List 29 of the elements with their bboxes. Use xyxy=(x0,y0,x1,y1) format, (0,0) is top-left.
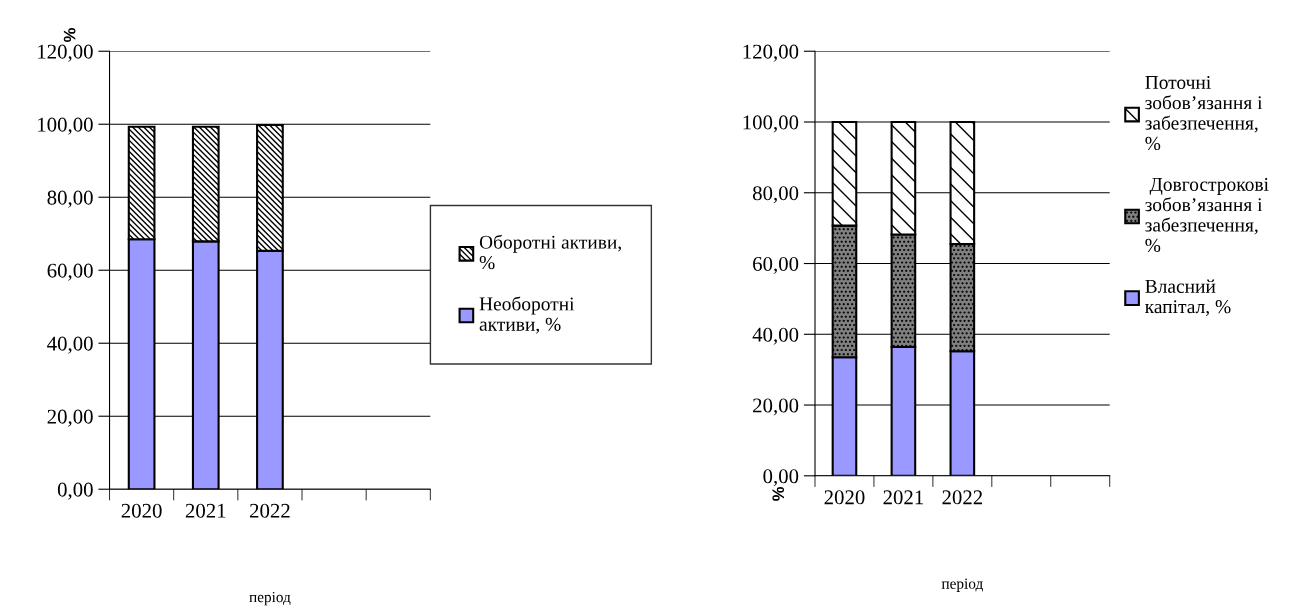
y-axis-title: % xyxy=(63,28,76,43)
x-tick-label: 2020 xyxy=(121,503,162,518)
legend-label: Власний капітал, % xyxy=(1145,279,1231,317)
y-tick-label: 60,00 xyxy=(753,256,799,274)
y-tick-label: 80,00 xyxy=(47,190,93,208)
x-tick-label: 2021 xyxy=(883,490,923,505)
x-axis-title: період xyxy=(941,578,983,592)
x-axis-title: період xyxy=(249,591,291,606)
legend-label: Довгострокові зобов’язання і забезпечення, % xyxy=(1145,177,1269,252)
legend-label: Необоротні активи, % xyxy=(479,296,575,334)
y-tick-label: 120,00 xyxy=(38,44,93,62)
y-tick-label: 120,00 xyxy=(743,44,799,62)
x-tick-label: 2020 xyxy=(824,490,865,505)
x-tick-label: 2022 xyxy=(250,503,290,518)
y-axis-title: % xyxy=(772,486,785,501)
x-tick-label: 2021 xyxy=(185,503,226,518)
y-tick-label: 40,00 xyxy=(47,336,93,354)
x-tick-label: 2022 xyxy=(942,490,983,505)
y-tick-label: 80,00 xyxy=(752,186,799,204)
legend-label: Поточні зобов’язання і забезпечення, % xyxy=(1145,75,1263,151)
y-tick-label: 60,00 xyxy=(47,263,93,281)
y-tick-label: 20,00 xyxy=(753,398,799,416)
legend-label: Оборотні активи, % xyxy=(479,234,621,270)
y-tick-label: 40,00 xyxy=(752,327,799,345)
y-tick-label: 20,00 xyxy=(47,409,93,427)
y-tick-label: 100,00 xyxy=(38,117,93,135)
y-tick-label: 100,00 xyxy=(743,115,799,133)
y-tick-label: 0,00 xyxy=(763,469,799,487)
y-tick-label: 0,00 xyxy=(57,482,93,500)
